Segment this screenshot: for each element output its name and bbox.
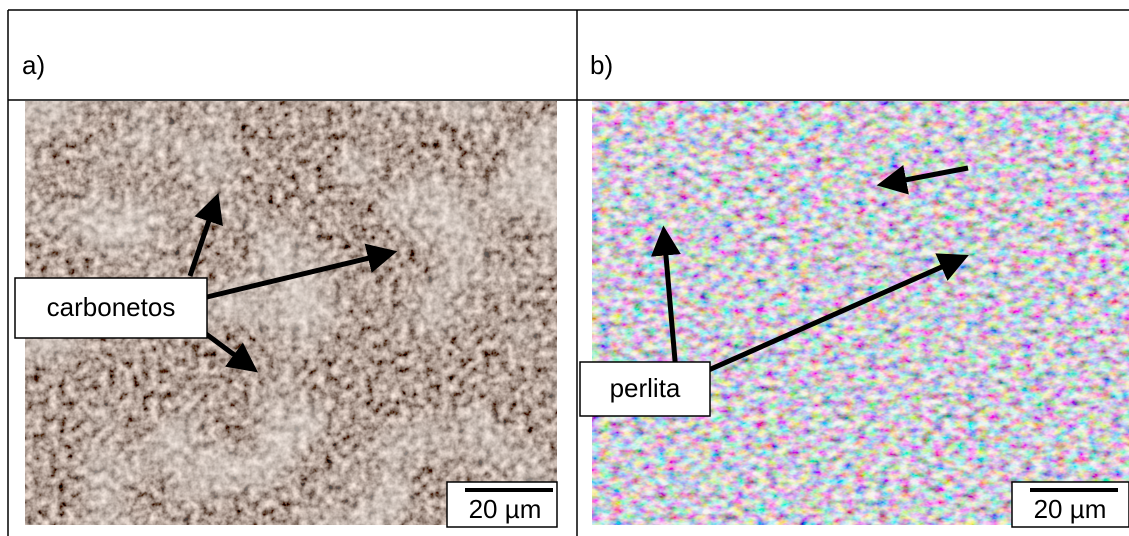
scale-label: 20 µm xyxy=(469,494,542,524)
panel-label: b) xyxy=(590,50,613,80)
panel-label: a) xyxy=(22,50,45,80)
scale-label: 20 µm xyxy=(1034,494,1107,524)
figure: a) b) carbonetos perlita 20 µm 20 µm xyxy=(0,0,1129,536)
annotation: perlita xyxy=(610,373,681,403)
annotation: carbonetos xyxy=(47,292,176,322)
